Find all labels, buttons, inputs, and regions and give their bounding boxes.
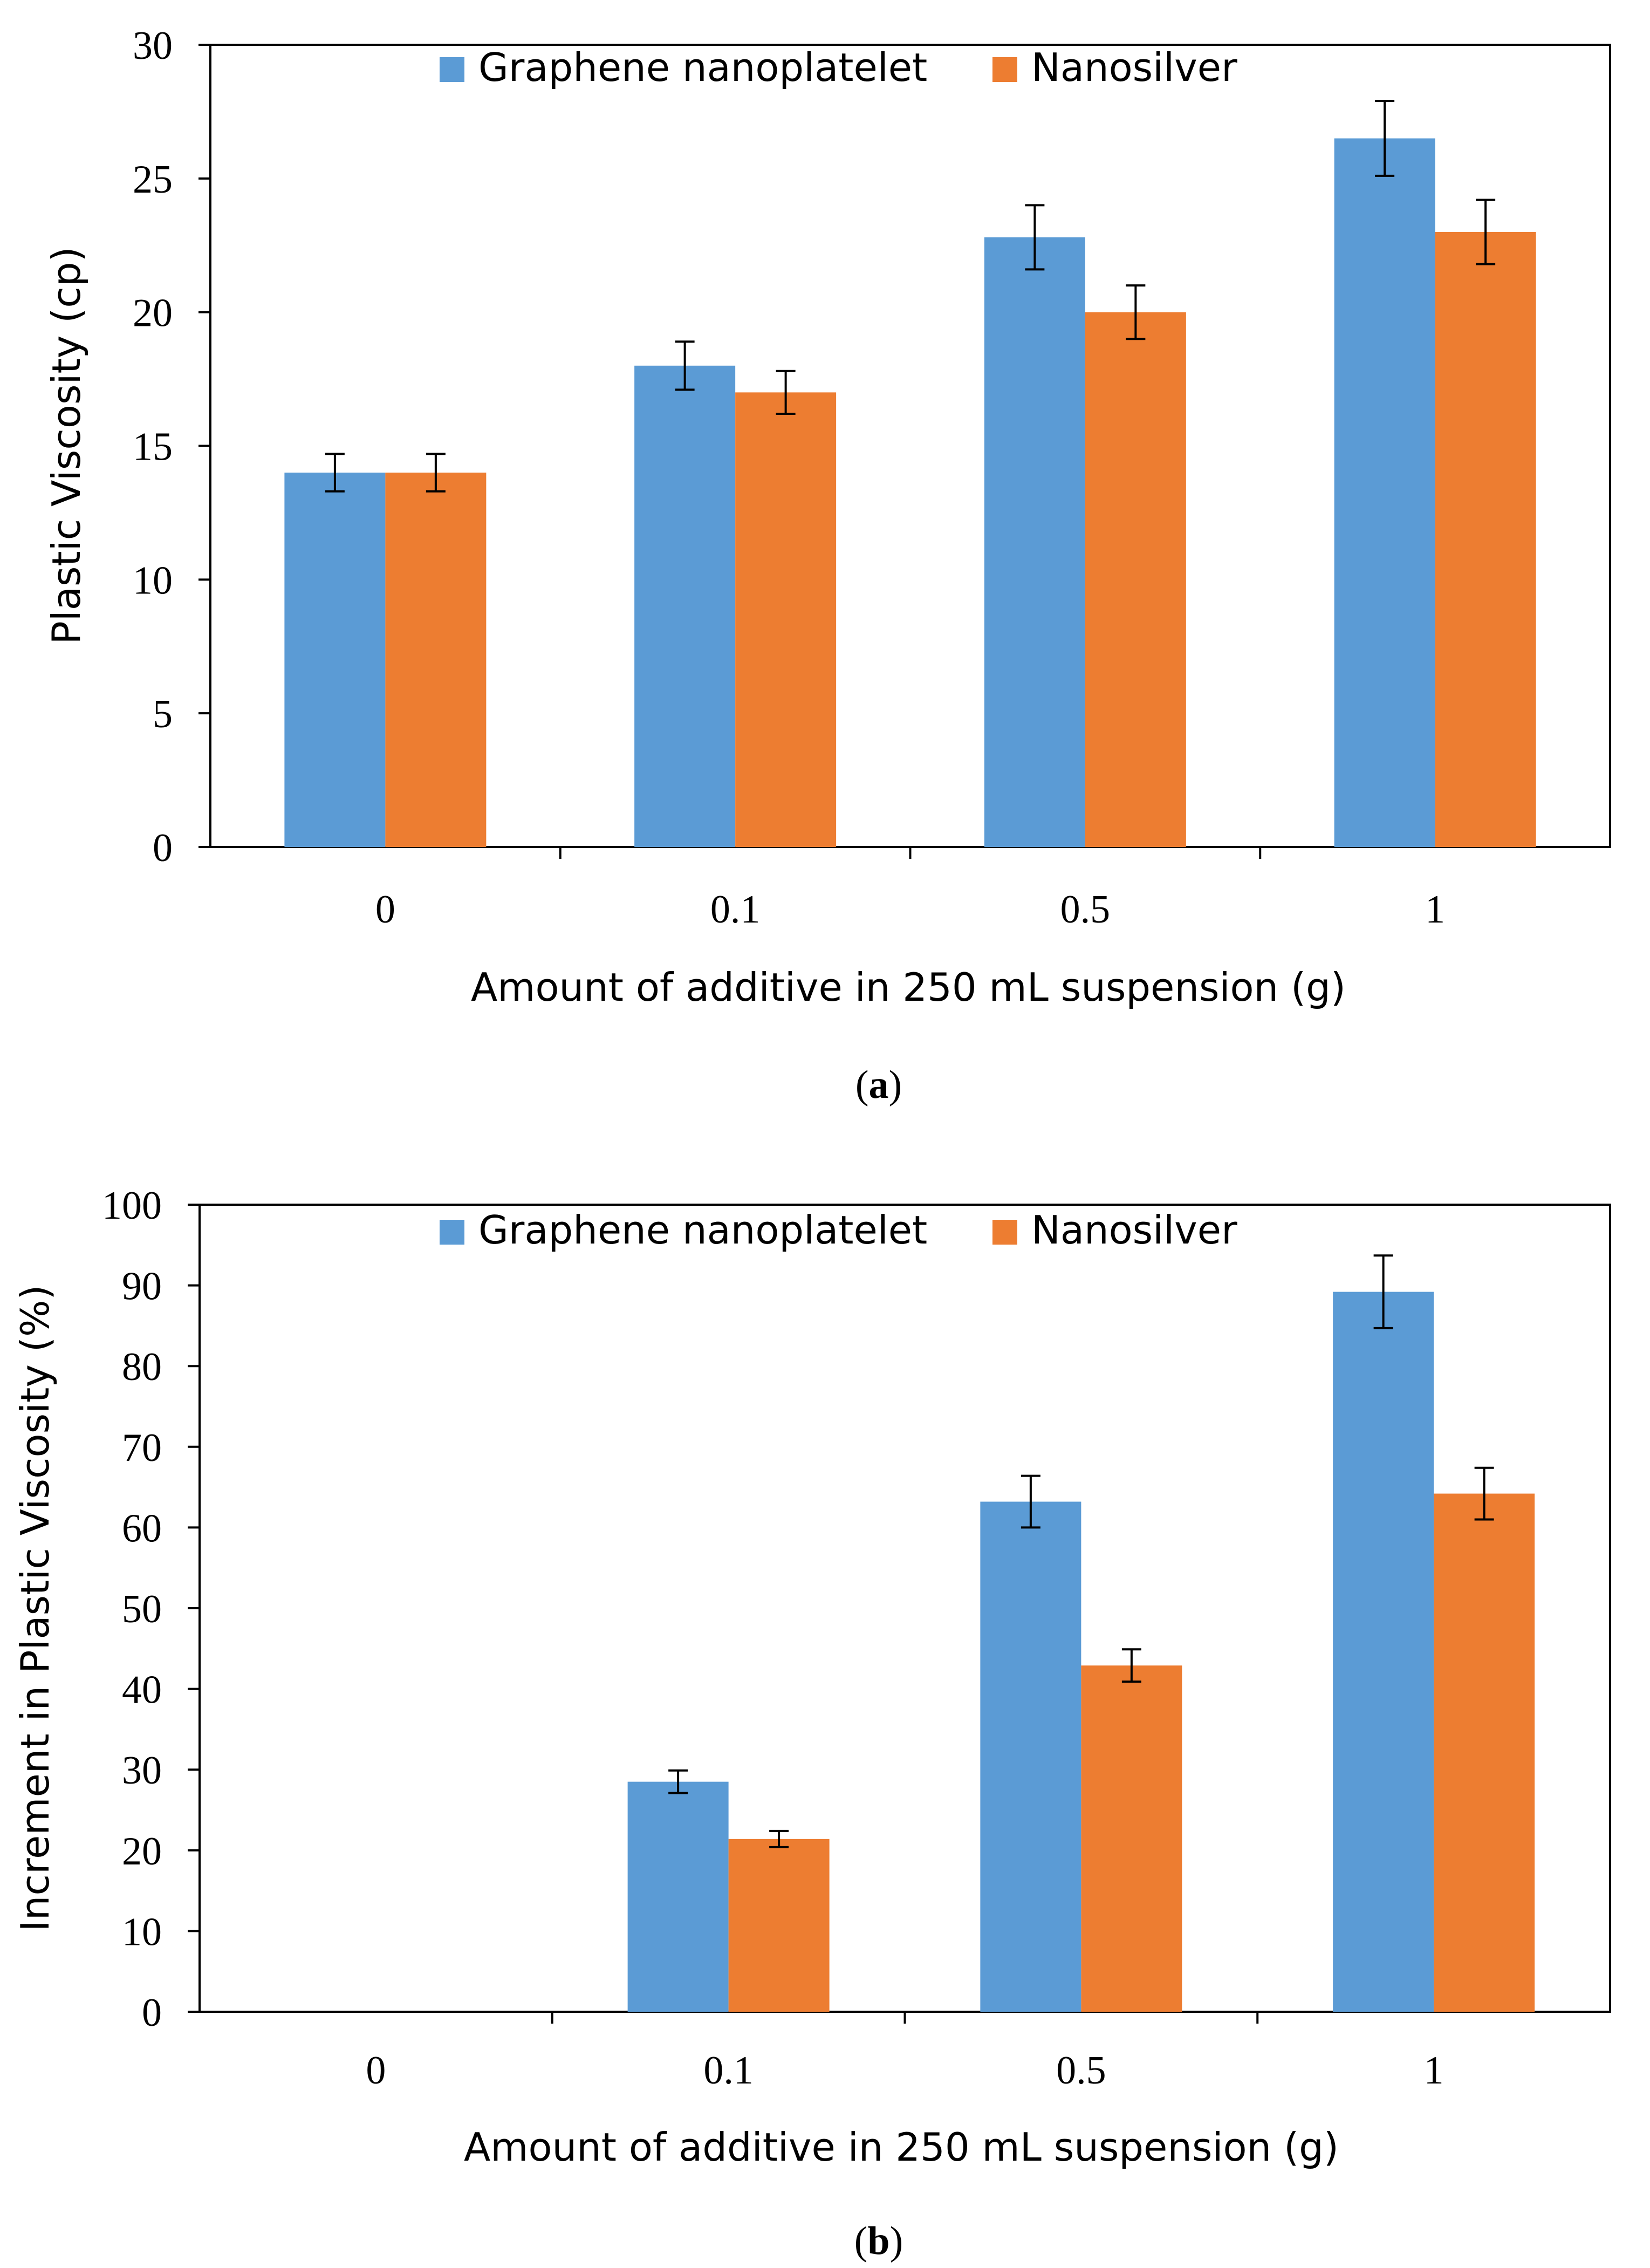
y-tick-label: 5: [153, 692, 173, 736]
bar-graphene-nanoplatelet-1: [1334, 138, 1435, 847]
bar-nanosilver-0.1: [735, 392, 837, 847]
y-tick-label: 70: [122, 1426, 162, 1470]
x-tick-label: 1: [1425, 887, 1445, 932]
bar-nanosilver-1: [1434, 1493, 1535, 2012]
legend-swatch: [992, 1220, 1017, 1245]
bar-graphene-nanoplatelet-0.5: [980, 1501, 1081, 2012]
y-tick-label: 30: [133, 24, 173, 68]
bar-graphene-nanoplatelet-1: [1333, 1292, 1434, 2012]
bar-nanosilver-1: [1435, 231, 1536, 847]
panel-caption: (a): [855, 1063, 902, 1107]
panel-caption: (b): [854, 2219, 903, 2263]
bar-nanosilver-0.5: [1085, 312, 1186, 847]
y-tick-label: 0: [153, 826, 173, 870]
bar-graphene-nanoplatelet-0.1: [627, 1781, 729, 2012]
y-tick-label: 10: [133, 558, 173, 603]
x-axis-title: Amount of additive in 250 mL suspension …: [464, 2124, 1339, 2170]
bar-nanosilver-0.1: [728, 1839, 830, 2012]
bar-nanosilver-0: [385, 473, 487, 847]
x-tick-label: 0.1: [703, 2048, 754, 2093]
y-tick-label: 90: [122, 1265, 162, 1309]
chart-panel-a: 0 5 10 15 20 25 30 0 0.1 0.5 1 Graphene nanoplatele…: [44, 24, 1611, 1107]
bar-graphene-nanoplatelet-0: [284, 473, 386, 847]
y-tick-label: 20: [133, 291, 173, 336]
legend-label: Nanosilver: [1031, 1207, 1237, 1253]
y-tick-label: 40: [122, 1668, 162, 1712]
y-axis-title: Increment in Plastic Viscosity (%): [12, 1285, 58, 1932]
legend-swatch: [440, 1220, 464, 1245]
y-tick-label: 100: [102, 1184, 162, 1228]
x-tick-label: 0.5: [1056, 2048, 1106, 2093]
y-tick-label: 30: [122, 1748, 162, 1793]
x-tick-label: 0: [375, 887, 395, 932]
x-tick-label: 1: [1424, 2048, 1444, 2093]
y-tick-label: 50: [122, 1587, 162, 1631]
x-tick-label: 0: [366, 2048, 386, 2093]
y-tick-label: 60: [122, 1506, 162, 1550]
legend-label: Graphene nanoplatelet: [478, 1207, 927, 1253]
x-tick-label: 0.1: [710, 887, 761, 932]
chart-panel-b: 0 10 20 30 40 50 60 70 80 90 100 0 0.1 0.5 1 Graphene n…: [12, 1184, 1611, 2263]
y-tick-label: 10: [122, 1910, 162, 1954]
bar-graphene-nanoplatelet-0.5: [984, 237, 1085, 847]
x-tick-label: 0.5: [1060, 887, 1111, 932]
legend-swatch: [440, 57, 464, 82]
bar-graphene-nanoplatelet-0.1: [634, 365, 736, 847]
y-tick-label: 25: [133, 158, 173, 202]
y-tick-label: 80: [122, 1345, 162, 1389]
y-tick-label: 20: [122, 1829, 162, 1874]
legend-label: Graphene nanoplatelet: [478, 45, 927, 90]
bar-nanosilver-0.5: [1081, 1665, 1182, 2012]
legend-swatch: [992, 57, 1017, 82]
y-tick-label: 15: [133, 425, 173, 469]
y-axis-title: Plastic Viscosity (cp): [44, 247, 89, 644]
y-tick-label: 0: [142, 1991, 162, 2035]
x-axis-title: Amount of additive in 250 mL suspension …: [471, 965, 1346, 1010]
legend-label: Nanosilver: [1031, 45, 1237, 90]
